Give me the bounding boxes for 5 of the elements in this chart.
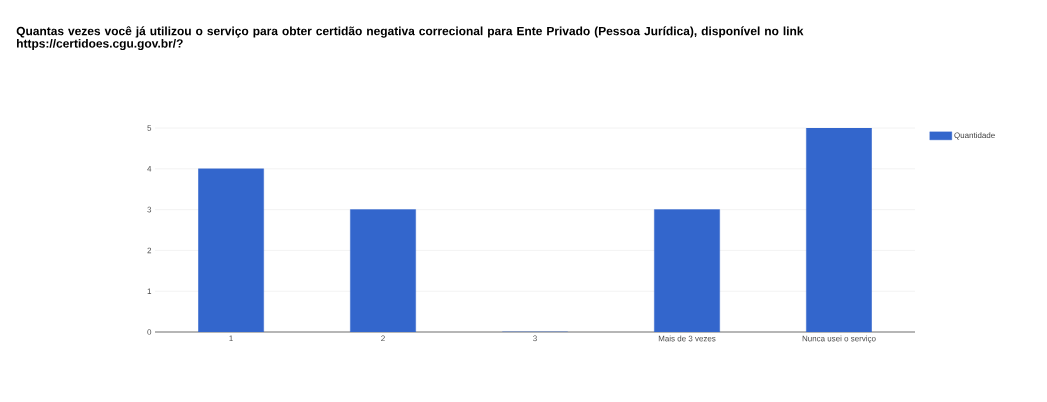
bar xyxy=(654,209,720,333)
chart-title: Quantas vezes você já utilizou o serviço para obter certidão negativa correcional para Ente Privado (Pessoa Jurídica), disponível no link https://certidoes.cgu.gov.br/? xyxy=(16,26,804,51)
bar xyxy=(198,168,264,333)
bar xyxy=(806,128,872,333)
bar xyxy=(350,209,416,333)
